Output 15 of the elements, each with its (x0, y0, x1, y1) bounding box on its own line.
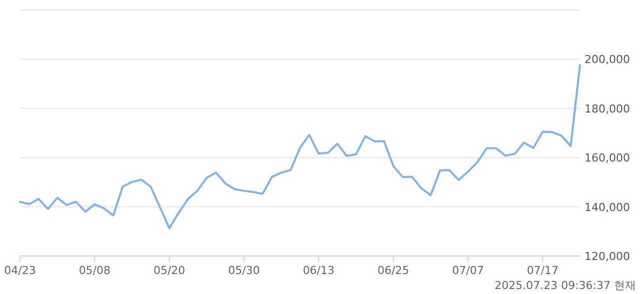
y-tick-label: 140,000 (584, 200, 630, 214)
x-tick-label: 04/23 (4, 264, 36, 277)
y-tick-label: 200,000 (584, 53, 630, 66)
x-tick-label: 05/20 (153, 264, 186, 277)
y-tick-label: 180,000 (584, 102, 630, 116)
text: 2025.07.23 09:36:37 현재 (494, 279, 636, 292)
y-tick-label: 120,000 (584, 250, 630, 263)
x-tick-label: 06/25 (377, 264, 410, 277)
x-tick-label: 07/07 (452, 264, 484, 277)
y-tick-label: 160,000 (584, 152, 630, 165)
x-tick-label: 05/08 (78, 264, 111, 277)
x-tick-label: 05/30 (228, 264, 260, 277)
line-series (19, 64, 581, 230)
x-tick-label: 06/13 (302, 264, 335, 277)
x-tick-label: 07/17 (526, 264, 559, 277)
